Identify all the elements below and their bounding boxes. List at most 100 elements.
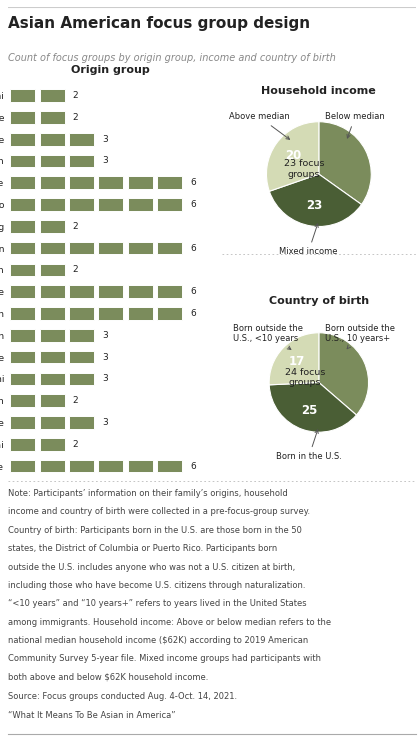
Text: 24 focus
groups: 24 focus groups [285,368,325,387]
Text: 6: 6 [190,461,196,471]
Text: including those who have become U.S. citizens through naturalization.: including those who have become U.S. cit… [8,581,306,590]
Bar [98,307,123,320]
Wedge shape [266,122,319,191]
Wedge shape [319,122,371,205]
Text: “What It Means To Be Asian in America”: “What It Means To Be Asian in America” [8,711,176,719]
Bar [39,460,65,472]
Text: 2: 2 [73,397,78,405]
Text: Asian American focus group design: Asian American focus group design [8,16,310,31]
Text: among immigrants. Household income: Above or below median refers to the: among immigrants. Household income: Abov… [8,618,331,626]
Bar [10,438,35,451]
Text: 3: 3 [102,353,108,362]
Bar [69,329,94,341]
Text: 3: 3 [102,374,108,383]
Text: Source: Focus groups conducted Aug. 4-Oct. 14, 2021.: Source: Focus groups conducted Aug. 4-Oc… [8,693,238,702]
Bar [10,242,35,254]
Text: income and country of birth were collected in a pre-focus-group survey.: income and country of birth were collect… [8,507,310,516]
Text: 25: 25 [301,404,317,417]
Text: 23: 23 [306,199,323,212]
Bar [69,286,94,298]
Bar [98,460,123,472]
Bar [69,460,94,472]
Text: 3: 3 [102,156,108,165]
Bar [98,286,123,298]
Text: Community Survey 5-year file. Mixed income groups had participants with: Community Survey 5-year file. Mixed inco… [8,655,321,664]
Bar [10,329,35,341]
Title: Household income: Household income [262,86,376,96]
Bar [39,373,65,385]
Bar [39,351,65,364]
Bar [69,155,94,167]
Bar [39,242,65,254]
Bar [157,307,182,320]
Bar [157,242,182,254]
Bar [69,133,94,146]
Text: 6: 6 [190,287,196,296]
Bar [39,286,65,298]
Text: Below median: Below median [325,112,385,138]
Text: 20: 20 [285,150,302,162]
Text: “<10 years” and “10 years+” refers to years lived in the United States: “<10 years” and “10 years+” refers to ye… [8,599,307,609]
Text: both above and below $62K household income.: both above and below $62K household inco… [8,673,209,682]
Bar [128,286,153,298]
Title: Origin group: Origin group [71,65,150,75]
Text: Above median: Above median [229,112,289,139]
Bar [98,242,123,254]
Wedge shape [269,333,319,385]
Bar [39,89,65,102]
Bar [69,373,94,385]
Bar [128,176,153,189]
Text: national median household income ($62K) according to 2019 American: national median household income ($62K) … [8,636,309,645]
Bar [69,416,94,429]
Bar [10,460,35,472]
Bar [10,286,35,298]
Wedge shape [319,333,369,415]
Bar [128,460,153,472]
Text: 6: 6 [190,244,196,253]
Bar [10,220,35,233]
Bar [10,307,35,320]
Bar [10,89,35,102]
Text: 6: 6 [190,200,196,209]
Bar [39,307,65,320]
Bar [39,263,65,276]
Bar [128,242,153,254]
Text: 23 focus
groups: 23 focus groups [284,159,324,179]
Bar [157,286,182,298]
Bar [39,438,65,451]
Text: 2: 2 [73,222,78,231]
Wedge shape [269,382,357,432]
Text: outside the U.S. includes anyone who was not a U.S. citizen at birth,: outside the U.S. includes anyone who was… [8,562,296,571]
Bar [10,198,35,211]
Bar [39,176,65,189]
Bar [128,307,153,320]
Text: Born outside the
U.S., <10 years: Born outside the U.S., <10 years [234,324,303,350]
Bar [10,394,35,407]
Bar [39,416,65,429]
Bar [69,242,94,254]
Text: Count of focus groups by origin group, income and country of birth: Count of focus groups by origin group, i… [8,53,336,62]
Bar [10,111,35,124]
Bar [39,198,65,211]
Bar [69,198,94,211]
Bar [39,133,65,146]
Wedge shape [269,174,362,226]
Text: 3: 3 [102,418,108,427]
Bar [39,394,65,407]
Bar [10,351,35,364]
Text: 2: 2 [73,440,78,449]
Bar [39,111,65,124]
Text: 2: 2 [73,266,78,275]
Bar [10,373,35,385]
Bar [39,155,65,167]
Text: Country of birth: Participants born in the U.S. are those born in the 50: Country of birth: Participants born in t… [8,526,302,535]
Bar [157,176,182,189]
Bar [39,220,65,233]
Text: 6: 6 [190,309,196,318]
Bar [69,176,94,189]
Title: Country of birth: Country of birth [269,296,369,306]
Bar [69,307,94,320]
Bar [10,176,35,189]
Text: 2: 2 [73,91,78,100]
Text: 17: 17 [289,356,305,368]
